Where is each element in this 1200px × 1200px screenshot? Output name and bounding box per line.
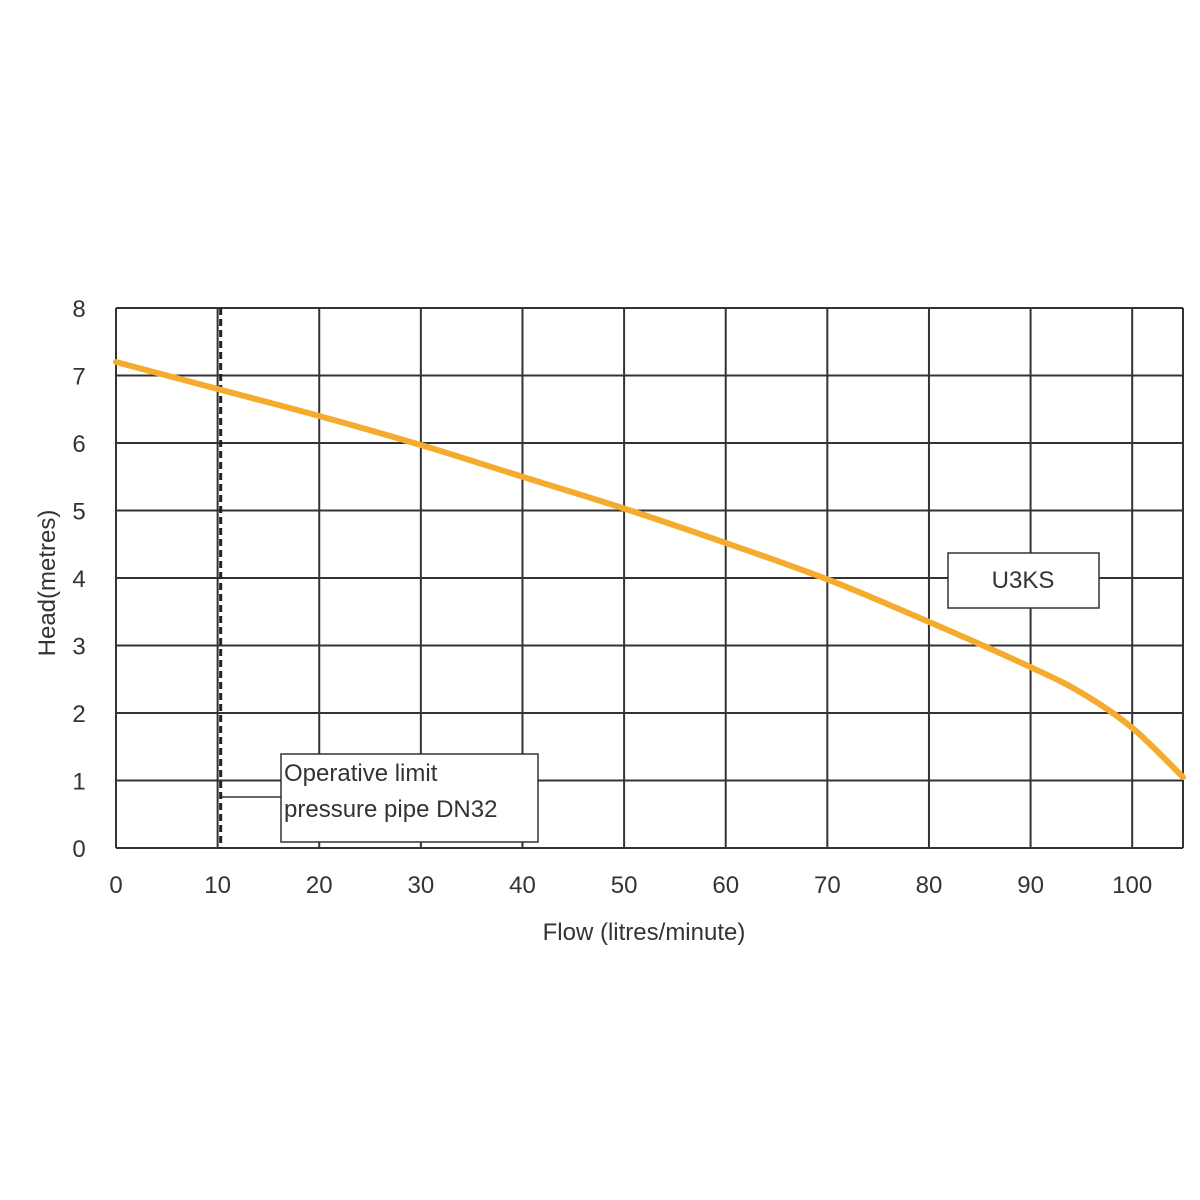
y-tick-label: 7 [72, 364, 85, 391]
y-axis-title: Head(metres) [34, 510, 61, 657]
operative-limit-label-line2: pressure pipe DN32 [284, 796, 497, 823]
y-tick-label: 2 [72, 701, 85, 728]
y-tick-label: 0 [72, 836, 85, 863]
x-tick-label: 30 [408, 872, 435, 899]
x-axis-title: Flow (litres/minute) [543, 919, 746, 946]
y-tick-label: 8 [72, 296, 85, 323]
y-tick-label: 1 [72, 769, 85, 796]
x-tick-label: 70 [814, 872, 841, 899]
x-tick-label: 80 [916, 872, 943, 899]
x-tick-label: 20 [306, 872, 333, 899]
x-tick-label: 40 [509, 872, 536, 899]
series-line-u3ks [113, 359, 1186, 781]
series-legend-label: U3KS [992, 567, 1055, 594]
y-tick-label: 6 [72, 431, 85, 458]
x-tick-label: 60 [712, 872, 739, 899]
series-layer [113, 359, 1186, 781]
x-tick-label: 10 [204, 872, 231, 899]
y-tick-label: 3 [72, 634, 85, 661]
x-tick-label: 100 [1112, 872, 1152, 899]
y-tick-label: 4 [72, 566, 85, 593]
operative-limit-label-box: Operative limit pressure pipe DN32 [222, 753, 539, 843]
tick-labels: 0 10 20 30 40 50 60 70 80 90 100 0 1 2 3 4 5 6 7 8 [72, 296, 1152, 899]
x-tick-label: 0 [109, 872, 122, 899]
grid [115, 307, 1184, 849]
x-tick-label: 50 [611, 872, 638, 899]
series-legend-box: U3KS [947, 552, 1100, 609]
x-tick-label: 90 [1017, 872, 1044, 899]
y-tick-label: 5 [72, 499, 85, 526]
operative-limit-label-line1: Operative limit [284, 760, 438, 787]
